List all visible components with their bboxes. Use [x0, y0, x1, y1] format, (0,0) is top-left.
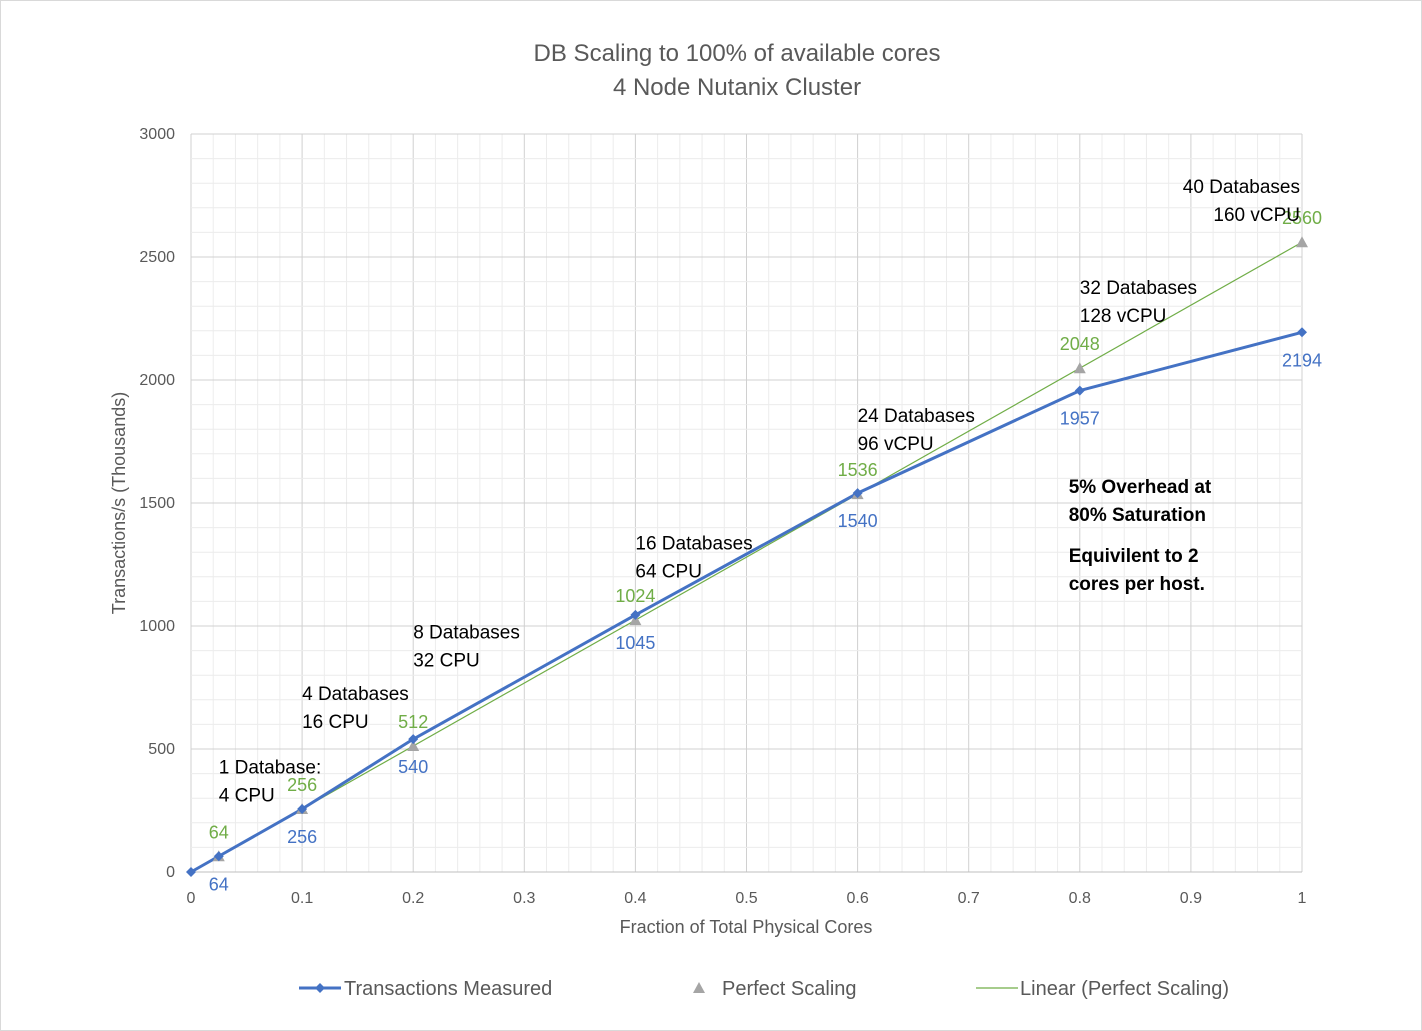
- x-tick-label: 0.2: [402, 890, 424, 907]
- x-tick-label: 0.5: [735, 890, 757, 907]
- chart-legend: Transactions Measured Perfect Scaling Line…: [299, 978, 1229, 1000]
- perfect-scaling-label: 2560: [1282, 208, 1322, 228]
- x-tick-label: 0.7: [958, 890, 980, 907]
- annotation-text: 5% Overhead at 80% Saturation: [1069, 477, 1212, 526]
- y-axis-ticks: 0 500 1000 1500 2000 2500 3000: [139, 126, 175, 881]
- annotation-text: 32 Databases 128 vCPU: [1080, 278, 1197, 327]
- annotation-line: cores per host.: [1069, 574, 1205, 595]
- annotation-text: 8 Databases 32 CPU: [413, 622, 520, 671]
- annotation-line: 24 Databases: [858, 406, 975, 427]
- annotation-line: 4 CPU: [219, 786, 275, 807]
- y-tick-label: 500: [148, 741, 175, 758]
- annotation-line: 80% Saturation: [1069, 505, 1206, 526]
- x-tick-label: 0.3: [513, 890, 535, 907]
- perfect-scaling-label: 64: [209, 822, 229, 842]
- perfect-scaling-label: 2048: [1060, 334, 1100, 354]
- x-axis-title: Fraction of Total Physical Cores: [620, 917, 873, 937]
- measured-label: 1957: [1060, 409, 1100, 429]
- annotation-line: 8 Databases: [413, 622, 520, 643]
- x-tick-label: 0.9: [1180, 890, 1202, 907]
- legend-linear-label: Linear (Perfect Scaling): [1020, 978, 1229, 1000]
- perfect-scaling-label: 1536: [838, 460, 878, 480]
- annotation-line: 32 Databases: [1080, 278, 1197, 299]
- annotation-text: 40 Databases 160 vCPU: [1183, 177, 1300, 226]
- y-tick-label: 3000: [139, 126, 175, 143]
- measured-marker: [186, 867, 196, 877]
- chart-subtitle: 4 Node Nutanix Cluster: [613, 74, 861, 101]
- annotation-text: 1 Database: 4 CPU: [219, 758, 321, 807]
- perfect-scaling-label: 1024: [615, 586, 655, 606]
- x-tick-label: 1: [1298, 890, 1307, 907]
- legend-perfect-label: Perfect Scaling: [722, 978, 857, 1000]
- measured-marker: [408, 734, 419, 745]
- x-axis-ticks: 0 0.1 0.2 0.3 0.4 0.5 0.6 0.7 0.8 0.9 1: [187, 890, 1307, 907]
- measured-marker: [852, 488, 863, 499]
- annotation-line: 40 Databases: [1183, 177, 1300, 198]
- measured-line: [190, 330, 1303, 874]
- perfect-scaling-label: 256: [287, 775, 317, 795]
- perfect-scaling-marker: [407, 740, 420, 752]
- x-tick-label: 0.4: [624, 890, 646, 907]
- annotation-line: 32 CPU: [413, 650, 480, 671]
- annotation-line: 5% Overhead at: [1069, 477, 1212, 498]
- legend-measured-marker: [315, 983, 325, 993]
- perfect-scaling-label: 512: [398, 712, 428, 732]
- measured-marker: [213, 851, 224, 862]
- annotation-line: 16 CPU: [302, 712, 369, 733]
- y-tick-label: 1000: [139, 618, 175, 635]
- annotation-line: 64 CPU: [635, 562, 702, 583]
- perfect-scaling-marker: [1296, 236, 1308, 248]
- legend-measured-label: Transactions Measured: [344, 978, 552, 1000]
- measured-label: 2194: [1282, 350, 1322, 370]
- measured-label: 256: [287, 827, 317, 847]
- measured-marker: [1074, 385, 1085, 396]
- x-tick-label: 0.6: [846, 890, 868, 907]
- chart-title: DB Scaling to 100% of available cores: [534, 40, 941, 67]
- y-tick-label: 2000: [139, 372, 175, 389]
- annotation-text: 4 Databases 16 CPU: [302, 684, 409, 733]
- x-tick-label: 0: [187, 890, 196, 907]
- linear-trendline: [190, 241, 1303, 873]
- data-labels: 64 256 512 1024 1536 2048 2560 64 256 540 1045 1540…: [209, 208, 1322, 894]
- annotation-text: 16 Databases 64 CPU: [635, 534, 752, 583]
- annotation-line: 128 vCPU: [1080, 306, 1167, 327]
- y-tick-label: 2500: [139, 249, 175, 266]
- y-tick-label: 1500: [139, 495, 175, 512]
- annotation-text: 24 Databases 96 vCPU: [858, 406, 975, 455]
- annotation-line: 1 Database:: [219, 758, 321, 779]
- measured-marker: [297, 804, 308, 815]
- chart-annotations: 1 Database: 4 CPU 4 Databases 16 CPU 8 Datab…: [219, 177, 1300, 807]
- annotation-text: Equivilent to 2 cores per host.: [1069, 546, 1205, 595]
- measured-marker: [1297, 327, 1307, 338]
- chart-series: [186, 236, 1308, 877]
- annotation-line: 4 Databases: [302, 684, 409, 705]
- annotation-line: 160 vCPU: [1213, 205, 1300, 226]
- measured-label: 540: [398, 757, 428, 777]
- measured-label: 1045: [615, 633, 655, 653]
- measured-label: 64: [209, 874, 229, 894]
- chart-grid: [190, 133, 1303, 873]
- x-tick-label: 0.1: [291, 890, 313, 907]
- annotation-line: 16 Databases: [635, 534, 752, 555]
- y-axis-title: Transactions/s (Thousands): [109, 392, 129, 614]
- annotation-line: 96 vCPU: [858, 434, 934, 455]
- legend-perfect-marker: [693, 982, 705, 993]
- perfect-scaling-marker: [1073, 362, 1086, 374]
- measured-label: 1540: [838, 511, 878, 531]
- x-tick-label: 0.8: [1069, 890, 1091, 907]
- annotation-line: Equivilent to 2: [1069, 546, 1199, 567]
- measured-marker: [630, 609, 641, 620]
- y-tick-label: 0: [166, 864, 175, 881]
